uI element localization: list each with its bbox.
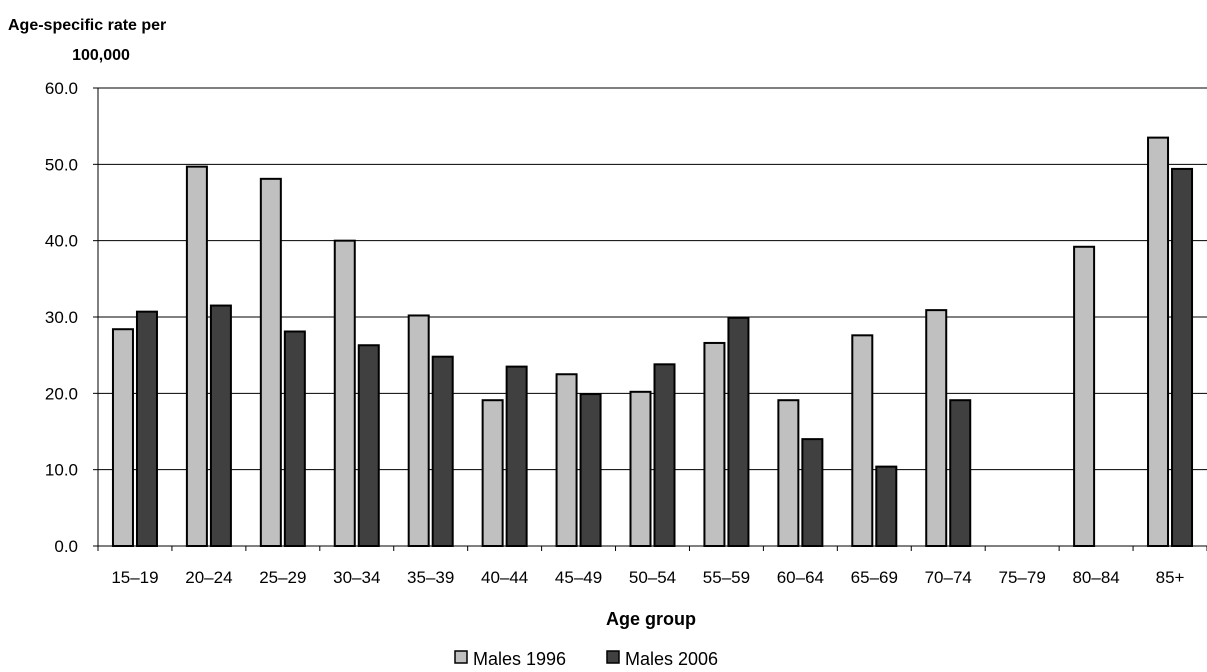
x-tick-label: 80–84	[1072, 568, 1119, 587]
x-tick-labels: 15–19 20–24 25–29 30–34 35–39 40–44 45–49 50–54…	[111, 568, 1184, 587]
bar-males-2006	[357, 344, 380, 548]
legend: Males 1996 Males 2006	[454, 649, 718, 669]
bars	[111, 136, 1194, 548]
x-axis-title: Age group	[606, 609, 696, 629]
x-tick-label: 35–39	[407, 568, 454, 587]
gridlines	[98, 87, 1207, 471]
bar-males-1996	[185, 165, 208, 548]
x-tick-label: 85+	[1156, 568, 1185, 587]
bar-males-1996	[703, 341, 726, 547]
y-tick-labels: 0.0 10.0 20.0 30.0 40.0 50.0 60.0	[45, 79, 78, 556]
y-tick-label: 50.0	[45, 155, 78, 174]
y-tick-label: 10.0	[45, 461, 78, 480]
bar-males-1996	[925, 309, 948, 547]
x-tick-label: 45–49	[555, 568, 602, 587]
bar-males-2006	[875, 465, 898, 548]
bar-males-1996	[555, 373, 578, 547]
y-axis-title-line-2: 100,000	[72, 47, 130, 64]
bar-males-1996	[333, 239, 356, 548]
bar-males-1996	[777, 399, 800, 547]
bar-males-1996	[481, 399, 504, 547]
bar-males-1996	[111, 328, 134, 548]
bar-males-1996	[407, 314, 430, 547]
legend-label-males-1996: Males 1996	[473, 649, 566, 669]
bar-males-2006	[801, 438, 824, 547]
bar-males-1996	[629, 390, 652, 547]
x-tick-label: 75–79	[999, 568, 1046, 587]
bar-males-2006	[727, 316, 750, 547]
bar-males-2006	[283, 330, 306, 547]
y-tick-label: 30.0	[45, 308, 78, 327]
bar-males-1996	[259, 177, 282, 547]
y-tick-label: 60.0	[45, 79, 78, 98]
bar-males-2006	[653, 363, 676, 547]
y-tick-label: 40.0	[45, 232, 78, 251]
bar-males-2006	[579, 393, 602, 548]
bar-males-2006	[431, 355, 454, 547]
legend-swatch-males-2006	[606, 650, 620, 664]
axes	[93, 87, 1207, 551]
x-tick-label: 50–54	[629, 568, 676, 587]
bar-males-1996	[851, 334, 874, 547]
x-tick-label: 15–19	[111, 568, 158, 587]
legend-label-males-2006: Males 2006	[625, 649, 718, 669]
x-tick-label: 25–29	[259, 568, 306, 587]
bar-males-1996	[1147, 136, 1170, 547]
y-tick-label: 0.0	[54, 537, 78, 556]
legend-swatch-males-1996	[454, 650, 468, 664]
bar-males-2006	[949, 399, 972, 547]
x-tick-label: 70–74	[925, 568, 972, 587]
x-tick-label: 60–64	[777, 568, 824, 587]
x-tick-label: 30–34	[333, 568, 380, 587]
x-tick-label: 55–59	[703, 568, 750, 587]
x-tick-label: 40–44	[481, 568, 528, 587]
x-tick-label: 65–69	[851, 568, 898, 587]
y-axis-title-line-1: Age-specific rate per	[8, 17, 166, 34]
bar-males-1996	[1073, 245, 1096, 547]
bar-males-2006	[209, 304, 232, 547]
x-tick-label: 20–24	[185, 568, 232, 587]
bar-males-2006	[135, 310, 158, 548]
y-tick-label: 20.0	[45, 384, 78, 403]
bar-males-2006	[505, 365, 528, 547]
bar-males-2006	[1171, 167, 1194, 547]
